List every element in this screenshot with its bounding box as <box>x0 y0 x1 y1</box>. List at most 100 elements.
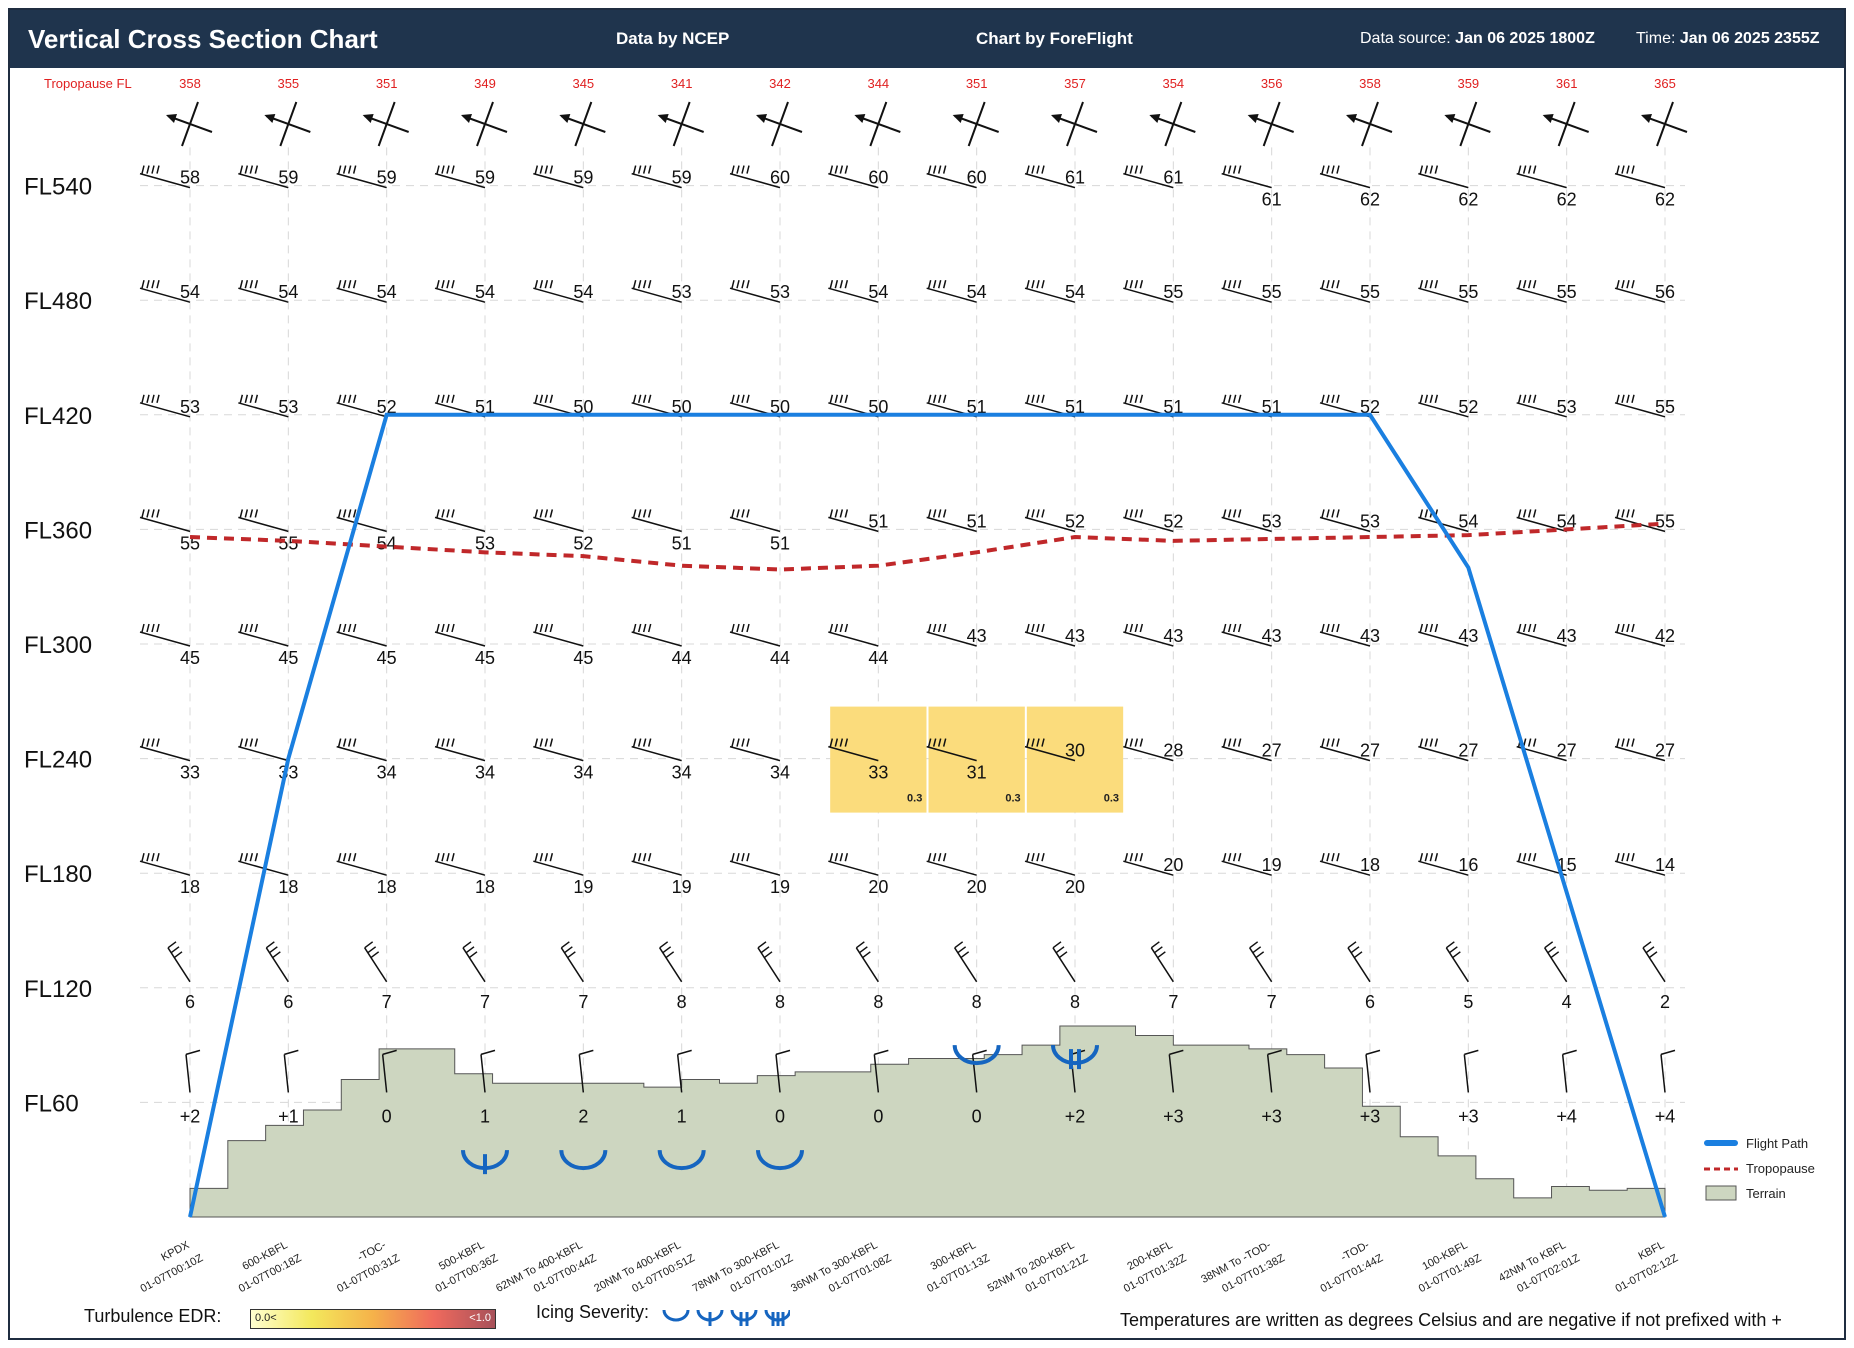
barb-feather <box>1129 853 1134 862</box>
barb-feather <box>1331 394 1335 403</box>
barb-shaft <box>336 402 387 418</box>
barb-feather <box>632 165 637 174</box>
barb-feather <box>1527 394 1532 403</box>
barb-feather <box>932 165 937 174</box>
temperature-value: 45 <box>278 648 298 668</box>
wind-barb-icon <box>954 941 978 983</box>
barb-feather <box>647 394 652 403</box>
barb-shaft <box>873 1054 880 1093</box>
flight-level-label: FL360 <box>24 517 92 544</box>
barb-feather <box>1419 853 1424 862</box>
barb-feather <box>1129 165 1134 174</box>
temperature-value: 45 <box>573 648 593 668</box>
barb-shaft <box>1516 402 1567 418</box>
temperature-value: 18 <box>180 877 200 897</box>
barb-feather <box>1036 738 1040 747</box>
barb-feather <box>741 394 745 403</box>
barb-feather <box>441 623 445 633</box>
wind-barb-icon <box>631 509 682 533</box>
arrow-cross <box>181 101 199 147</box>
barb-feather <box>1517 280 1522 289</box>
flight-level-label: FL60 <box>24 1090 79 1117</box>
temperature-value: 59 <box>475 168 495 188</box>
wind-barb-icon <box>1418 623 1469 647</box>
temperature-value: 61 <box>1163 168 1183 188</box>
barb-feather <box>1249 941 1259 949</box>
barb-feather <box>342 623 347 633</box>
barb-feather <box>937 394 942 403</box>
barb-feather <box>637 738 642 747</box>
barb-feather <box>1434 280 1439 289</box>
temperature-value: 60 <box>770 168 790 188</box>
north-arrow-icon <box>1641 101 1688 147</box>
barb-feather <box>1532 853 1537 862</box>
barb-shaft <box>1221 860 1272 876</box>
barb-shaft <box>1614 402 1666 418</box>
barb-feather <box>342 165 347 174</box>
barb-shaft <box>139 402 191 418</box>
arrow-cross <box>1066 101 1084 147</box>
flight-level-label: FL120 <box>24 976 92 1003</box>
barb-shaft <box>1516 172 1567 189</box>
barb-feather <box>337 280 342 289</box>
barb-feather <box>1031 165 1035 174</box>
barb-feather <box>1621 623 1625 633</box>
wind-barb-icon <box>533 738 584 762</box>
barb-feather <box>1631 623 1635 633</box>
barb-feather <box>1550 951 1560 959</box>
barb-feather <box>534 853 539 862</box>
barb-feather <box>446 394 450 403</box>
barb-shaft <box>533 172 584 189</box>
barb-feather <box>1232 280 1237 289</box>
barb-feather <box>254 165 259 174</box>
barb-feather <box>549 394 554 403</box>
barb-feather <box>937 165 942 174</box>
barb-feather <box>839 165 844 174</box>
wind-barb-icon <box>1221 623 1272 647</box>
barb-feather <box>579 1049 594 1056</box>
barb-feather <box>436 623 440 633</box>
barb-feather <box>156 623 160 633</box>
turbulence-cell <box>928 706 1025 813</box>
temperature-value: 54 <box>278 282 298 302</box>
barb-feather <box>451 853 455 862</box>
barb-feather <box>829 623 834 633</box>
barb-shaft <box>1544 947 1568 983</box>
temperature-value: 53 <box>278 397 298 417</box>
barb-feather <box>1419 738 1424 747</box>
barb-shaft <box>238 516 289 533</box>
barb-feather <box>937 280 942 289</box>
barb-feather <box>736 623 740 633</box>
barb-feather <box>932 853 937 862</box>
barb-feather <box>1424 280 1429 289</box>
wind-barb-icon <box>1365 1049 1381 1093</box>
temperature-value: +4 <box>1556 1106 1577 1126</box>
barb-feather <box>1222 623 1227 633</box>
temperature-value: 51 <box>1262 397 1282 417</box>
icing-severity-icons <box>662 1309 790 1326</box>
barb-feather <box>239 853 244 862</box>
temperature-value: 54 <box>573 282 593 302</box>
wind-barb-icon <box>926 738 977 762</box>
temperature-value: 6 <box>283 992 293 1012</box>
wind-barb-icon <box>1445 941 1469 983</box>
barb-feather <box>1139 853 1144 862</box>
barb-shaft <box>828 516 879 533</box>
arrow-cross <box>476 101 494 147</box>
temperature-value: 19 <box>770 877 790 897</box>
barb-feather <box>1326 509 1330 518</box>
arrow-cross <box>771 101 789 147</box>
barb-shaft <box>926 860 977 876</box>
arrow-head <box>854 114 866 123</box>
barb-feather <box>1237 394 1242 403</box>
tropopause-fl-value: 345 <box>572 76 594 91</box>
barb-feather <box>746 280 750 289</box>
barb-feather <box>1031 738 1035 747</box>
north-arrow-icon <box>1247 101 1295 147</box>
barb-feather <box>731 738 735 747</box>
temperature-value: 52 <box>573 533 593 553</box>
barb-feather <box>441 509 445 518</box>
barb-feather <box>1353 951 1363 959</box>
icing-icon <box>461 1149 509 1175</box>
barb-shaft <box>238 631 289 647</box>
